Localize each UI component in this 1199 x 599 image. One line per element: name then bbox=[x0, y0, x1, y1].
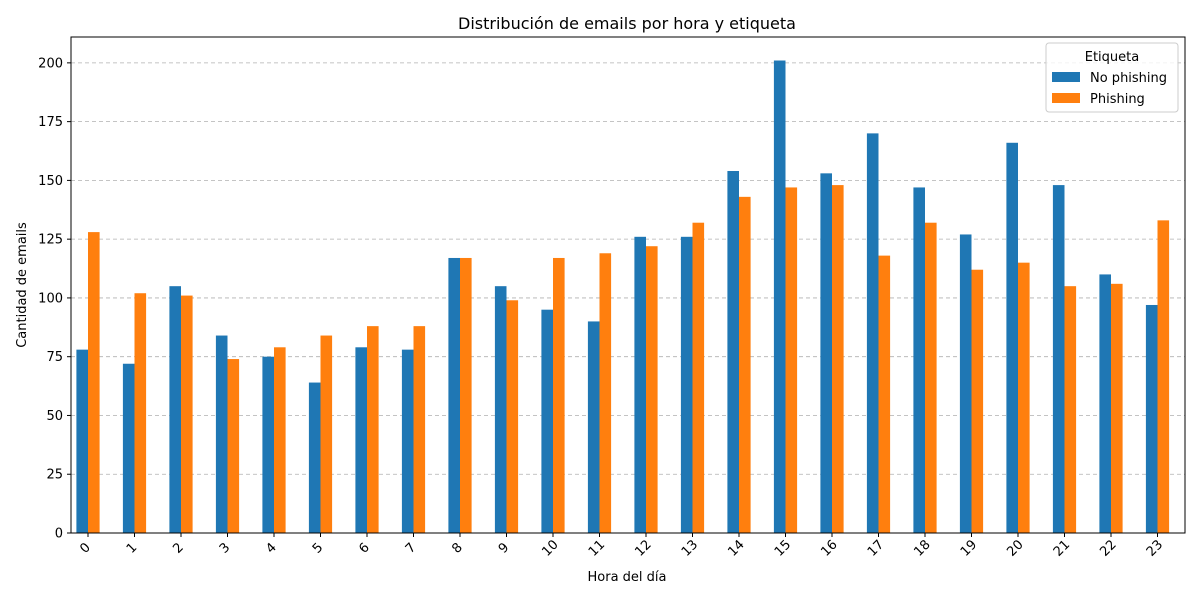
bar-no-phishing-20 bbox=[1006, 142, 1018, 534]
plot-frame bbox=[70, 36, 1186, 534]
legend-title: Etiqueta bbox=[1085, 50, 1139, 65]
y-tick-label: 50 bbox=[46, 409, 63, 424]
bar-no-phishing-11 bbox=[587, 321, 600, 533]
y-tick-label: 0 bbox=[55, 527, 63, 542]
bar-phishing-12 bbox=[646, 246, 658, 534]
bar-no-phishing-1 bbox=[122, 363, 135, 533]
bar-no-phishing-17 bbox=[866, 133, 879, 533]
bar-phishing-11 bbox=[599, 253, 612, 534]
y-tick-label: 100 bbox=[38, 291, 63, 306]
bar-no-phishing-18 bbox=[913, 187, 925, 533]
bar-no-phishing-16 bbox=[820, 173, 832, 533]
bar-phishing-5 bbox=[320, 335, 333, 533]
legend-swatch-no-phishing bbox=[1052, 72, 1080, 82]
bar-no-phishing-8 bbox=[448, 257, 460, 533]
bar-phishing-18 bbox=[925, 222, 937, 533]
y-axis-title: Cantidad de emails bbox=[15, 222, 30, 348]
bar-phishing-0 bbox=[88, 232, 100, 533]
bar-no-phishing-10 bbox=[541, 309, 553, 533]
bar-no-phishing-19 bbox=[959, 234, 972, 533]
bar-phishing-2 bbox=[181, 295, 193, 533]
bar-phishing-16 bbox=[832, 185, 844, 533]
bar-phishing-9 bbox=[506, 300, 519, 533]
legend: Etiqueta No phishing Phishing bbox=[1045, 42, 1179, 113]
bar-phishing-4 bbox=[274, 347, 286, 533]
bars bbox=[76, 60, 1170, 534]
bar-phishing-1 bbox=[134, 293, 147, 533]
bar-phishing-15 bbox=[785, 187, 798, 533]
legend-swatch-phishing bbox=[1052, 93, 1080, 103]
x-axis-title: Hora del día bbox=[588, 570, 667, 585]
y-tick-label: 125 bbox=[38, 233, 63, 248]
y-tick-label: 75 bbox=[46, 350, 63, 365]
bar-no-phishing-23 bbox=[1145, 304, 1158, 533]
bar-no-phishing-22 bbox=[1099, 274, 1111, 533]
bar-phishing-20 bbox=[1018, 262, 1030, 533]
y-tick-label: 150 bbox=[38, 174, 63, 189]
bar-no-phishing-21 bbox=[1052, 185, 1065, 533]
bar-no-phishing-2 bbox=[169, 286, 181, 533]
bar-no-phishing-3 bbox=[215, 335, 228, 533]
bar-no-phishing-15 bbox=[773, 60, 786, 533]
bar-no-phishing-0 bbox=[76, 349, 88, 533]
bar-phishing-14 bbox=[739, 196, 751, 534]
bar-phishing-7 bbox=[413, 326, 426, 533]
bar-phishing-8 bbox=[460, 257, 472, 533]
bar-no-phishing-4 bbox=[262, 356, 274, 533]
bar-no-phishing-9 bbox=[494, 286, 507, 533]
chart-title: Distribución de emails por hora y etique… bbox=[458, 14, 796, 33]
bar-phishing-13 bbox=[692, 222, 705, 533]
bar-phishing-23 bbox=[1157, 220, 1170, 533]
bar-no-phishing-12 bbox=[634, 236, 646, 533]
y-tick-label: 175 bbox=[38, 115, 63, 130]
bar-no-phishing-5 bbox=[308, 382, 321, 533]
bar-phishing-3 bbox=[227, 359, 240, 533]
bar-no-phishing-14 bbox=[727, 170, 739, 533]
y-tick-label: 25 bbox=[46, 468, 63, 483]
bar-phishing-21 bbox=[1064, 286, 1077, 533]
y-tick-label: 200 bbox=[38, 56, 63, 71]
legend-label-no-phishing: No phishing bbox=[1090, 71, 1167, 86]
bar-no-phishing-7 bbox=[401, 349, 414, 533]
bar-phishing-17 bbox=[878, 255, 891, 533]
bar-phishing-6 bbox=[367, 326, 379, 533]
bar-phishing-19 bbox=[971, 269, 984, 533]
bar-phishing-10 bbox=[553, 257, 565, 533]
bar-no-phishing-6 bbox=[355, 347, 367, 533]
legend-label-phishing: Phishing bbox=[1090, 92, 1145, 107]
y-axis: 0 25 50 75 100 125 150 175 200 bbox=[38, 56, 71, 542]
bar-no-phishing-13 bbox=[680, 236, 693, 533]
bar-phishing-22 bbox=[1111, 283, 1123, 533]
